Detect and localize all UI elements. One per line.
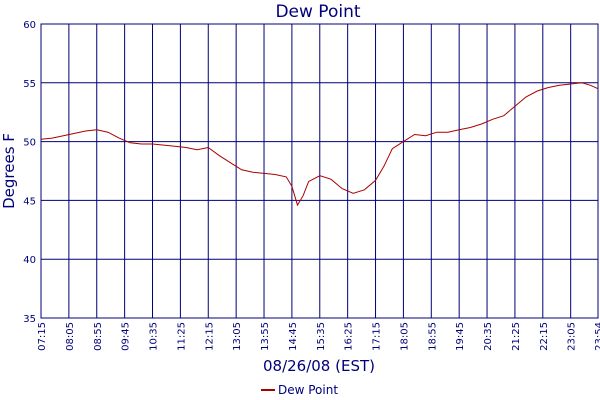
legend-label-dew-point: Dew Point (278, 383, 338, 397)
y-tick-label: 40 (23, 255, 36, 266)
y-tick-label: 55 (23, 79, 36, 90)
y-tick-label: 35 (23, 314, 36, 325)
x-tick-label: 09:45 (121, 322, 132, 351)
x-tick-label: 21:25 (511, 322, 522, 351)
series-line-dew-point (40, 82, 599, 207)
x-tick-label: 08:05 (65, 322, 76, 351)
chart-title: Dew Point (275, 2, 360, 22)
x-tick-labels: 07:15 08:05 08:55 09:45 10:35 11:25 12:15 13:05… (37, 322, 600, 351)
y-tick-label: 60 (23, 20, 36, 31)
x-tick-label: 19:45 (455, 322, 466, 351)
x-tick-label: 23:05 (567, 322, 578, 351)
x-tick-label: 07:15 (37, 322, 48, 351)
x-tick-label: 15:35 (316, 322, 327, 351)
x-tick-label: 12:15 (204, 322, 215, 351)
x-tick-label: 18:05 (399, 322, 410, 351)
x-tick-label: 17:15 (372, 322, 383, 351)
x-tick-label: 23:54 (594, 322, 600, 351)
x-tick-label: 14:45 (288, 322, 299, 351)
x-tick-label: 11:25 (176, 322, 187, 351)
y-tick-labels: 35 40 45 50 55 60 (23, 20, 36, 325)
x-tick-label: 18:55 (427, 322, 438, 351)
x-tick-label: 13:05 (232, 322, 243, 351)
x-tick-label: 22:15 (539, 322, 550, 351)
y-axis-label: Degrees F (0, 133, 18, 209)
x-tick-label: 13:55 (260, 322, 271, 351)
x-tick-label: 16:25 (344, 322, 355, 351)
legend: Dew Point (261, 383, 338, 397)
y-tick-label: 50 (23, 138, 36, 149)
x-tick-label: 10:35 (149, 322, 160, 351)
y-tick-label: 45 (23, 196, 36, 207)
x-tick-label: 20:35 (483, 322, 494, 351)
x-tick-label: 08:55 (93, 322, 104, 351)
gridlines (41, 24, 598, 318)
x-axis-label: 08/26/08 (EST) (263, 357, 375, 375)
